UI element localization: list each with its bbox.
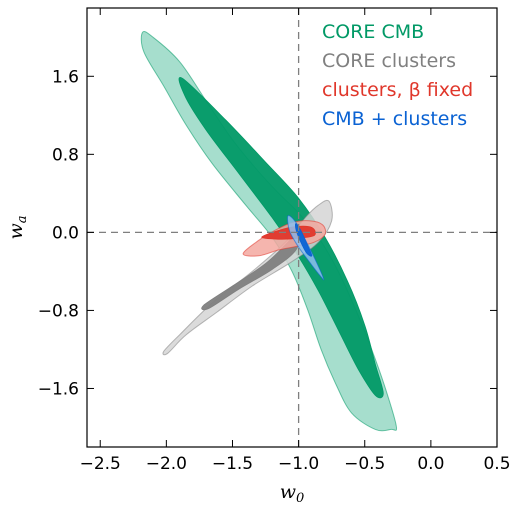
y-tick-label: −1.6 — [38, 379, 79, 399]
legend-entry: clusters, β fixed — [322, 79, 473, 101]
y-tick-label: −0.8 — [38, 301, 79, 321]
x-tick-label: −1.0 — [278, 454, 319, 474]
x-axis-label: w0 — [280, 481, 305, 506]
series-3 — [287, 215, 325, 281]
legend-entry: CORE clusters — [322, 50, 456, 72]
reference-lines — [87, 8, 497, 447]
y-tick-label: 0.8 — [52, 145, 79, 165]
x-tick-label: −2.0 — [146, 454, 187, 474]
contour-68 — [295, 223, 313, 257]
x-tick-label: −0.5 — [344, 454, 385, 474]
contour-68 — [178, 77, 384, 399]
series-0 — [140, 30, 398, 432]
y-tick-label: 0.0 — [52, 223, 79, 243]
legend-entry: CORE CMB — [322, 21, 424, 43]
x-tick-label: 0.5 — [483, 454, 510, 474]
x-tick-label: −2.5 — [80, 454, 121, 474]
x-tick-label: 0.0 — [417, 454, 444, 474]
legend-entry: CMB + clusters — [322, 108, 467, 130]
legend: CORE CMB CORE clusters clusters, β fixed CM… — [322, 21, 473, 130]
y-axis-label: wa — [5, 215, 30, 239]
x-tick-label: −1.5 — [212, 454, 253, 474]
y-tick-label: 1.6 — [52, 67, 79, 87]
plot-frame — [86, 7, 498, 448]
contour-layer — [140, 30, 398, 432]
axes: −2.5 −2.0 −1.5 −1.0 −0.5 0.0 0.5 1.6 0.8 0.0 −0.8 −… — [5, 7, 511, 506]
